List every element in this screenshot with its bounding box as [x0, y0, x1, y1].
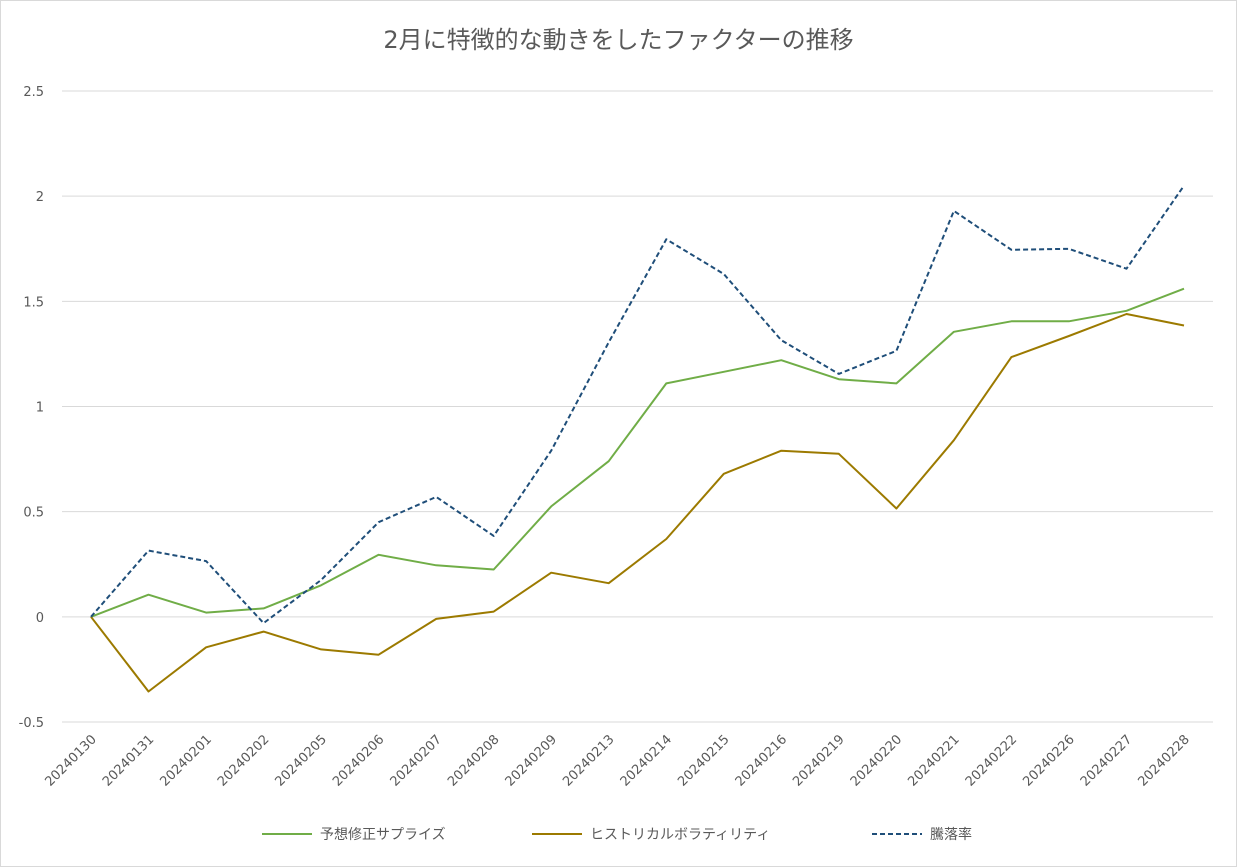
legend: 予想修正サプライズ ヒストリカルボラティリティ 騰落率 — [0, 820, 1237, 848]
x-tick-label: 20240207 — [388, 732, 445, 789]
y-tick-label: 2 — [36, 190, 44, 205]
x-axis-tick-labels: 20240130 20240131 20240201 20240202 20240205… — [42, 732, 1192, 789]
x-tick-label: 20240219 — [790, 732, 847, 789]
x-tick-label: 20240131 — [100, 732, 157, 789]
series-line-1 — [90, 313, 1185, 693]
x-tick-label: 20240226 — [1020, 732, 1077, 789]
x-tick-label: 20240209 — [503, 732, 560, 789]
legend-swatch-price-change — [872, 833, 922, 835]
x-tick-label: 20240228 — [1135, 732, 1192, 789]
legend-label-price-change: 騰落率 — [930, 827, 972, 843]
y-axis-tick-labels: -0.5 0 0.5 1 1.5 2 2.5 — [19, 85, 44, 731]
y-tick-label: -0.5 — [19, 716, 44, 731]
x-tick-label: 20240221 — [905, 732, 962, 789]
x-tick-label: 20240220 — [848, 732, 905, 789]
x-tick-label: 20240213 — [560, 732, 617, 789]
chart-title: 2月に特徴的な動きをしたファクターの推移 — [383, 26, 854, 54]
series-line-0 — [90, 287, 1185, 618]
y-tick-label: 0 — [36, 611, 44, 626]
x-tick-label: 20240206 — [330, 732, 387, 789]
x-tick-label: 20240202 — [215, 732, 272, 789]
x-tick-label: 20240201 — [157, 732, 214, 789]
x-tick-label: 20240214 — [618, 732, 675, 789]
x-tick-label: 20240208 — [445, 732, 502, 789]
x-tick-label: 20240227 — [1078, 732, 1135, 789]
legend-swatch-historical-volatility — [532, 833, 582, 835]
legend-item-historical-volatility: ヒストリカルボラティリティ — [532, 820, 770, 848]
x-tick-label: 20240216 — [733, 732, 790, 789]
x-tick-label: 20240205 — [273, 732, 330, 789]
y-tick-label: 2.5 — [23, 85, 44, 100]
legend-item-price-change: 騰落率 — [872, 820, 972, 848]
y-tick-label: 1.5 — [23, 295, 44, 310]
y-tick-label: 0.5 — [23, 506, 44, 521]
y-tick-label: 1 — [36, 401, 44, 416]
legend-item-revision-surprise: 予想修正サプライズ — [262, 820, 446, 848]
x-tick-label: 20240215 — [675, 732, 732, 789]
series-lines — [90, 185, 1185, 693]
legend-label-historical-volatility: ヒストリカルボラティリティ — [590, 827, 771, 843]
x-tick-label: 20240222 — [963, 732, 1020, 789]
x-tick-label: 20240130 — [42, 732, 99, 789]
legend-label-revision-surprise: 予想修正サプライズ — [320, 827, 446, 843]
series-line-2 — [90, 185, 1185, 625]
gridlines — [62, 90, 1213, 723]
legend-swatch-revision-surprise — [262, 833, 312, 835]
